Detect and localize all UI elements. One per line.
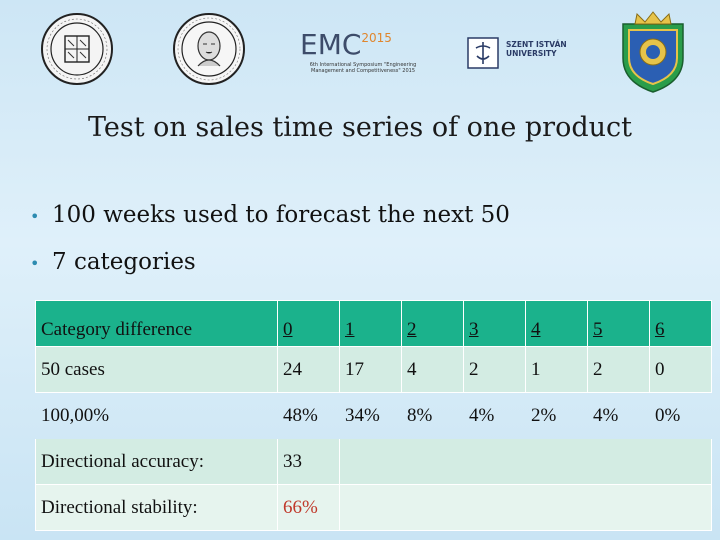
szent-istvan-logo-text: SZENT ISTVÁN UNIVERSITY: [506, 40, 567, 58]
university-seal-logo: [41, 13, 113, 85]
szent-istvan-emblem-icon: [467, 37, 499, 69]
cases-value-cell: 1: [525, 346, 588, 393]
header-category-cell: 6: [649, 300, 712, 347]
accuracy-empty-cell: [339, 438, 712, 485]
table-row-stability: Directional stability: 66%: [35, 484, 712, 531]
coat-of-arms-logo: [622, 11, 684, 93]
logo-bar: EMC2015 6th International Symposium "Eng…: [0, 0, 720, 100]
bullet-dot-icon: •: [30, 206, 40, 226]
cases-value-cell: 24: [277, 346, 340, 393]
table-row-percent: 100,00% 48% 34% 8% 4% 2% 4% 0%: [36, 393, 712, 439]
bullet-item: • 7 categories: [30, 239, 510, 286]
table-header-row: Category difference 0 1 2 3 4 5 6: [35, 300, 712, 347]
percent-value-cell: 8%: [407, 404, 433, 426]
faculty-seal-logo: [173, 13, 245, 85]
percent-value-cell: 48%: [283, 404, 318, 426]
bullet-list: • 100 weeks used to forecast the next 50 …: [30, 192, 510, 286]
emc-logo-subtitle: 6th International Symposium "Engineering…: [309, 62, 417, 74]
bullet-text: 7 categories: [52, 249, 196, 275]
cases-value-cell: 0: [649, 346, 712, 393]
header-category-cell: 1: [339, 300, 402, 347]
bullet-dot-icon: •: [30, 253, 40, 273]
table-row-cases: 50 cases 24 17 4 2 1 2 0: [35, 346, 712, 393]
cases-value-cell: 2: [463, 346, 526, 393]
percent-label-cell: 100,00%: [41, 404, 110, 426]
percent-value-cell: 4%: [469, 404, 495, 426]
header-category-cell: 4: [525, 300, 588, 347]
cases-label-cell: 50 cases: [35, 346, 278, 393]
percent-value-cell: 34%: [345, 404, 380, 426]
emc-logo-title: EMC2015: [300, 28, 392, 61]
bullet-item: • 100 weeks used to forecast the next 50: [30, 192, 510, 239]
stability-label-cell: Directional stability:: [35, 484, 278, 531]
table-row-accuracy: Directional accuracy: 33: [35, 438, 712, 485]
stability-value-cell: 66%: [277, 484, 340, 531]
accuracy-value-cell: 33: [277, 438, 340, 485]
szent-istvan-university-logo: SZENT ISTVÁN UNIVERSITY: [466, 36, 586, 72]
header-category-cell: 0: [277, 300, 340, 347]
emc-2015-logo: EMC2015 6th International Symposium "Eng…: [300, 28, 430, 88]
header-category-cell: 5: [587, 300, 650, 347]
header-category-cell: 3: [463, 300, 526, 347]
category-table: Category difference 0 1 2 3 4 5 6 50 cas…: [35, 300, 712, 531]
stability-empty-cell: [339, 484, 712, 531]
bullet-text: 100 weeks used to forecast the next 50: [52, 202, 510, 228]
percent-value-cell: 0%: [655, 404, 681, 426]
header-category-cell: 2: [401, 300, 464, 347]
cases-value-cell: 4: [401, 346, 464, 393]
accuracy-label-cell: Directional accuracy:: [35, 438, 278, 485]
cases-value-cell: 17: [339, 346, 402, 393]
header-label-cell: Category difference: [35, 300, 278, 347]
cases-value-cell: 2: [587, 346, 650, 393]
percent-value-cell: 2%: [531, 404, 557, 426]
slide-title: Test on sales time series of one product: [88, 112, 632, 143]
percent-value-cell: 4%: [593, 404, 619, 426]
